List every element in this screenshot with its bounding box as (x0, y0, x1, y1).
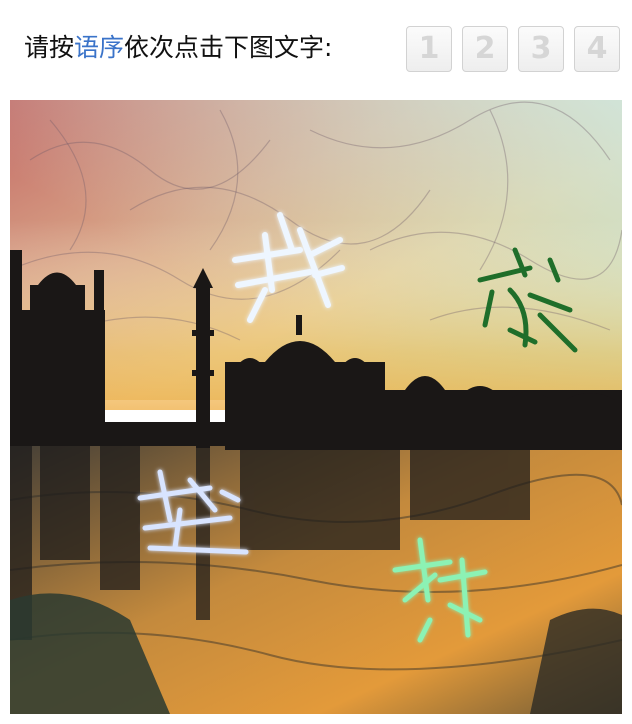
instruction-suffix: 依次点击下图文字: (124, 33, 333, 62)
captcha-header: 请按语序依次点击下图文字: 1 2 3 4 (0, 0, 632, 98)
captcha-char-2 (477, 247, 578, 353)
captcha-scene (10, 100, 622, 714)
answer-slot-4[interactable]: 4 (574, 26, 620, 72)
captcha-char-4 (392, 537, 488, 643)
captcha-char-3 (137, 469, 249, 555)
instruction-highlight: 语序 (74, 33, 125, 62)
answer-slot-2[interactable]: 2 (462, 26, 508, 72)
answer-slot-1[interactable]: 1 (406, 26, 452, 72)
captcha-char-1 (232, 212, 345, 323)
answer-slot-3[interactable]: 3 (518, 26, 564, 72)
captcha-image[interactable] (10, 100, 622, 714)
instruction-prefix: 请按 (24, 33, 75, 62)
instruction-text: 请按语序依次点击下图文字: (24, 30, 332, 66)
